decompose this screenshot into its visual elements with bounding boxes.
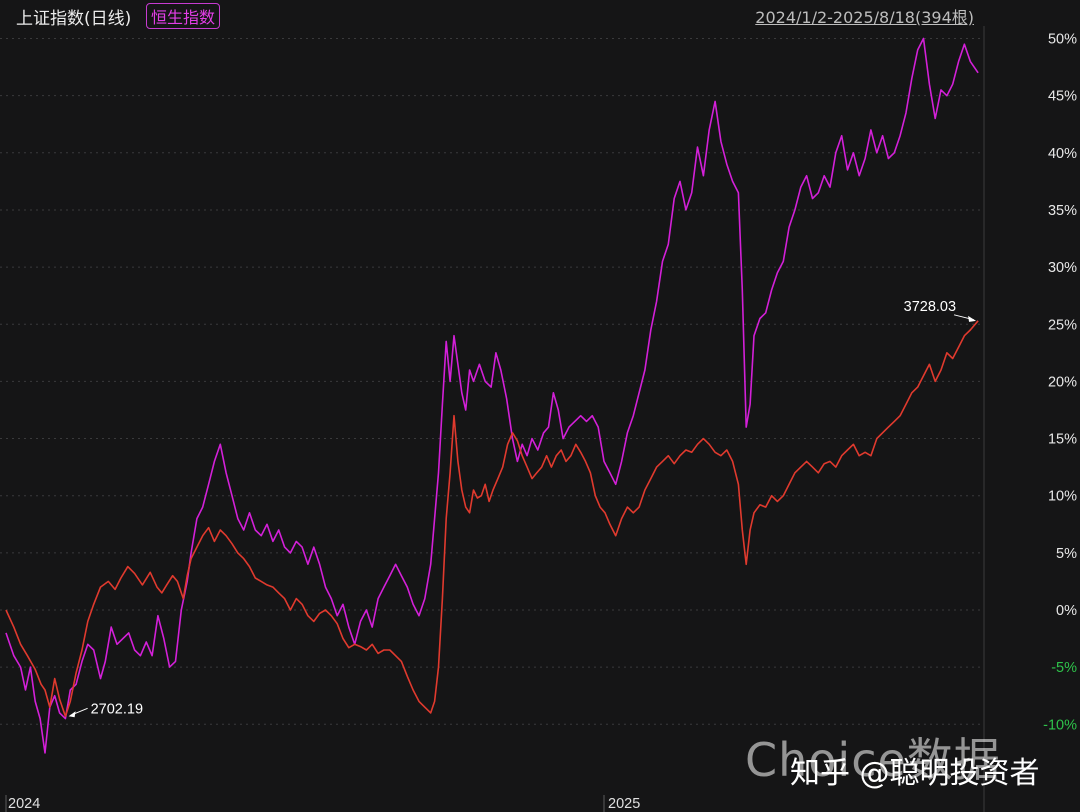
zhihu-watermark: 知乎 @聪明投资者 [790,756,1040,791]
series-lines [5,37,979,754]
grid-lines [0,26,985,812]
y-tick-label: 35% [1048,203,1077,219]
x-tick-label: 2025 [608,796,640,812]
y-tick-label: 10% [1048,489,1077,505]
x-tick-label: 2024 [8,796,40,812]
annotation-arrowhead-low [68,711,76,718]
y-axis-ticks: 50% 45% 40% 35% 30% 25% 20% 15% 10% 5% 0% -5% -10% [1043,32,1077,734]
y-tick-label: 25% [1048,317,1077,333]
x-axis: 2024 2025 [5,795,640,812]
choice-watermark: Choice数据 [745,733,1001,787]
chart-title: 上证指数(日线) [16,9,132,29]
y-tick-label: 50% [1048,32,1077,48]
y-tick-label: 20% [1048,374,1077,390]
y-tick-label: -10% [1043,717,1077,733]
y-tick-label: 40% [1048,146,1077,162]
y-tick-label: -5% [1051,660,1077,676]
series-line-1 [5,37,979,754]
annotation-high: 3728.03 [904,299,956,315]
hsi-badge[interactable]: 恒生指数 [146,3,221,29]
y-tick-label: 30% [1048,260,1077,276]
y-tick-label: 45% [1048,89,1077,105]
y-tick-label: 15% [1048,432,1077,448]
series-line-0 [5,320,979,718]
annotations: 2702.19 3728.03 [68,299,977,718]
y-tick-label: 0% [1056,603,1077,619]
date-range[interactable]: 2024/1/2-2025/8/18(394根) [755,8,974,27]
y-tick-label: 5% [1056,546,1077,562]
annotation-low: 2702.19 [91,701,143,717]
annotation-arrowhead-high [968,315,977,322]
